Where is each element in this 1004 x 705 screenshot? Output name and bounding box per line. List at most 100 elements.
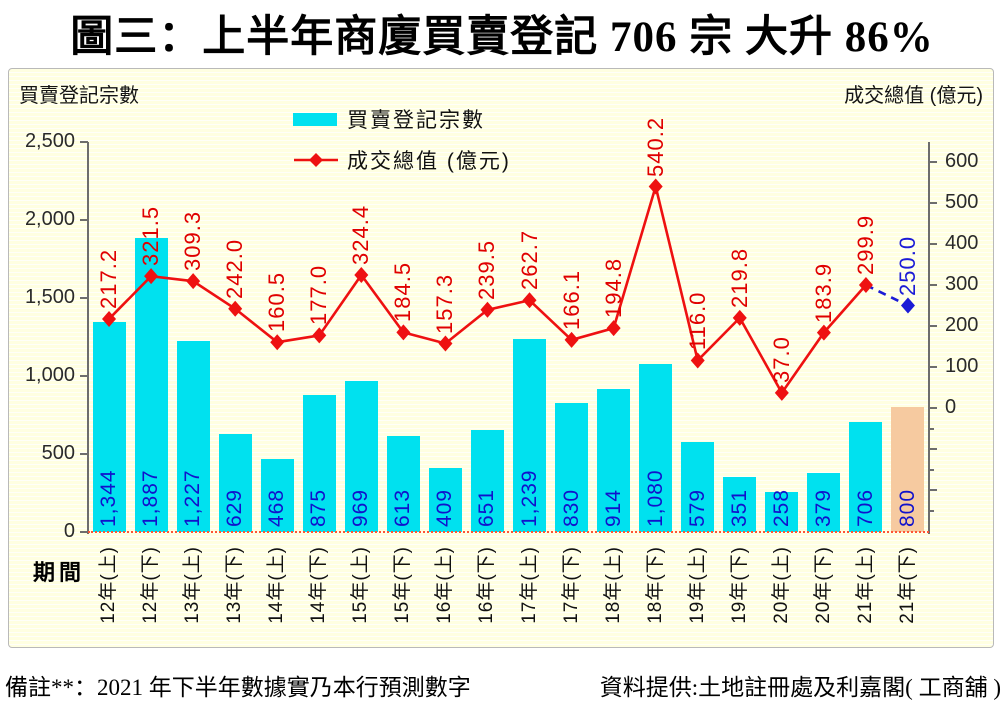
left-axis-tick-label: 500 — [41, 442, 75, 464]
legend-line-sample — [294, 153, 338, 167]
bar-value-label: 409 — [433, 488, 456, 527]
point-value-label: 217.2 — [96, 248, 121, 309]
point-value-label: 183.9 — [811, 262, 836, 323]
bar — [807, 473, 840, 532]
point-value-label: 194.8 — [601, 257, 626, 318]
legend: 買賣登記宗數 成交總值 (億元) — [293, 107, 511, 189]
chart-panel: 買賣登記宗數 成交總值 (億元) 買賣登記宗數 成交總值 (億元) 2,500 2… — [8, 68, 994, 648]
right-axis-tick-label: 200 — [945, 314, 979, 336]
bar — [219, 434, 252, 532]
left-axis-tick-label: 2,500 — [24, 130, 75, 152]
bar-value-label: 1,239 — [518, 469, 541, 527]
bar-value-label: 875 — [307, 488, 330, 527]
bar-value-label: 969 — [349, 488, 372, 527]
x-axis-label: 19年(上) — [687, 546, 708, 624]
x-axis-label: 19年(下) — [729, 546, 750, 624]
point-value-label: 116.0 — [685, 291, 710, 350]
point-value-label: 184.5 — [390, 261, 415, 322]
right-axis-tick — [930, 448, 937, 450]
footer-note: 備註**：2021 年下半年數據實乃本行預測數字 — [5, 675, 471, 700]
point-value-label: 166.1 — [559, 269, 584, 330]
legend-item-registrations: 買賣登記宗數 — [293, 107, 511, 132]
right-axis-tick-label: 100 — [945, 355, 979, 377]
x-axis-label: 12年(下) — [140, 546, 161, 624]
right-axis-tick-label: 300 — [945, 273, 979, 295]
bar-value-label: 1,080 — [644, 469, 667, 527]
point-value-label: 309.3 — [180, 210, 205, 271]
point-value-label: 37.0 — [769, 336, 794, 383]
bar-value-label: 1,887 — [139, 469, 162, 527]
legend-bar-label: 買賣登記宗數 — [347, 109, 485, 132]
right-axis-title: 成交總值 (億元) — [844, 85, 983, 107]
bar-value-label: 1,344 — [97, 469, 120, 527]
bar — [471, 430, 504, 532]
left-axis-tick — [80, 453, 88, 455]
bar — [849, 422, 882, 532]
bar — [723, 477, 756, 532]
point-value-label: 540.2 — [643, 116, 668, 177]
point-value-label: 262.7 — [517, 229, 542, 290]
left-axis-tick-label: 1,000 — [24, 364, 75, 386]
x-axis-label: 18年(上) — [603, 546, 624, 624]
x-axis-label: 13年(上) — [182, 546, 203, 624]
bar — [345, 381, 378, 532]
bar — [765, 492, 798, 532]
left-axis-title: 買賣登記宗數 — [19, 85, 139, 107]
bar-value-label: 800 — [896, 488, 919, 527]
right-axis-tick — [930, 202, 937, 204]
left-axis-tick-label: 0 — [63, 520, 75, 542]
x-axis-title: 期間 — [33, 560, 86, 585]
x-axis-label: 14年(下) — [308, 546, 329, 624]
x-axis-label: 15年(下) — [392, 546, 413, 624]
point-value-label: 324.4 — [348, 204, 373, 265]
footer-source: 資料提供:土地註冊處及利嘉閣( 工商舖 ) — [599, 675, 1001, 700]
legend-item-value: 成交總值 (億元) — [293, 148, 511, 173]
x-axis-label: 16年(下) — [476, 546, 497, 624]
bar — [597, 389, 630, 532]
left-axis-tick — [80, 141, 88, 143]
legend-bar-swatch — [293, 112, 337, 126]
left-axis-tick — [80, 297, 88, 299]
x-axis-label: 17年(下) — [561, 546, 582, 624]
right-axis-tick — [930, 509, 934, 512]
bar-value-label: 830 — [560, 488, 583, 527]
right-axis-tick-label: 500 — [945, 191, 979, 213]
point-value-label: 299.9 — [853, 214, 878, 275]
bar-value-label: 651 — [475, 488, 498, 527]
right-axis-tick — [930, 243, 937, 245]
bar-value-label: 706 — [854, 488, 877, 527]
right-axis-tick — [930, 427, 934, 430]
bar-value-label: 579 — [686, 488, 709, 527]
x-axis-label: 17年(上) — [519, 546, 540, 624]
x-axis-label: 14年(上) — [266, 546, 287, 624]
point-value-label: 177.0 — [306, 264, 331, 325]
bar-value-label: 629 — [223, 488, 246, 527]
zero-baseline — [88, 531, 929, 533]
left-axis-tick — [80, 375, 88, 377]
right-axis-tick — [930, 325, 937, 327]
bar-value-label: 613 — [391, 488, 414, 527]
left-axis-tick — [80, 219, 88, 221]
bar-value-label: 258 — [770, 488, 793, 527]
left-axis-line — [87, 142, 89, 534]
right-axis-tick — [930, 284, 937, 286]
bar-forecast — [891, 407, 924, 532]
right-axis-tick-label: 400 — [945, 232, 979, 254]
bar-value-label: 468 — [265, 488, 288, 527]
right-axis-tick — [930, 161, 937, 163]
point-value-label: 242.0 — [222, 238, 247, 299]
x-axis-label: 15年(上) — [350, 546, 371, 624]
x-axis-label: 21年(下) — [897, 546, 918, 624]
point-value-label: 250.0 — [895, 235, 920, 296]
page-title: 圖三：上半年商廈買賣登記 706 宗 大升 86% — [70, 14, 934, 61]
x-axis-label: 18年(下) — [645, 546, 666, 624]
x-axis-label: 20年(下) — [813, 546, 834, 624]
x-axis-label: 21年(上) — [855, 546, 876, 624]
right-axis-tick — [930, 366, 937, 368]
left-axis-tick-label: 1,500 — [24, 286, 75, 308]
bar-value-label: 914 — [602, 488, 625, 527]
point-value-label: 321.5 — [138, 205, 163, 266]
x-axis-label: 16年(上) — [434, 546, 455, 624]
bar-value-label: 1,227 — [181, 469, 204, 527]
x-axis-label: 13年(下) — [224, 546, 245, 624]
